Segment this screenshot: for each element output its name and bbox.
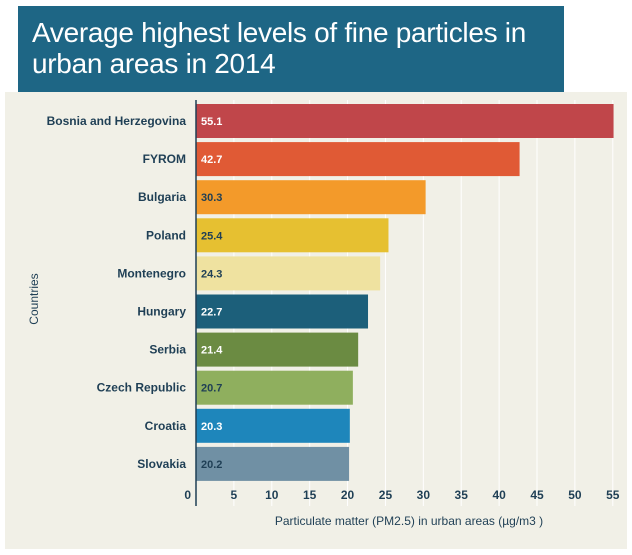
bar: [196, 142, 520, 177]
bar: [196, 180, 426, 215]
x-tick-label: 15: [303, 488, 317, 502]
bar-value-label: 20.3: [201, 421, 222, 433]
bar-value-label: 22.7: [201, 307, 222, 319]
x-tick-label: 55: [606, 488, 620, 502]
bar: [196, 256, 381, 291]
bar-value-label: 20.7: [201, 383, 222, 395]
x-tick-label: 35: [455, 488, 469, 502]
x-axis-title: Particulate matter (PM2.5) in urban area…: [275, 514, 543, 528]
labels: 0 5 10 15 20 25 30 35 40 45 50 55 55.1 Bosnia and Her…: [27, 114, 620, 528]
x-tick-label: 30: [417, 488, 431, 502]
bar: [196, 370, 353, 405]
x-tick-label: 10: [265, 488, 279, 502]
x-tick-label: 50: [568, 488, 582, 502]
bar-value-label: 30.3: [201, 192, 222, 204]
x-tick-label: 0: [184, 488, 191, 502]
bar: [196, 104, 614, 138]
bar: [196, 408, 350, 443]
y-category-label: Czech Republic: [97, 381, 187, 395]
y-category-label: Bosnia and Herzegovina: [47, 114, 187, 128]
y-category-label: Croatia: [145, 419, 187, 433]
bars: [196, 104, 614, 481]
bar: [196, 294, 369, 329]
chart-title: Average highest levels of fine particles…: [32, 17, 526, 79]
bar: [196, 332, 359, 367]
bar-value-label: 55.1: [201, 116, 222, 128]
y-axis-title: Countries: [27, 273, 41, 324]
bar-value-label: 42.7: [201, 154, 222, 166]
x-tick-label: 45: [530, 488, 544, 502]
bar-value-label: 21.4: [201, 345, 223, 357]
x-tick-label: 25: [379, 488, 393, 502]
y-category-label: FYROM: [143, 152, 186, 166]
bar: [196, 218, 389, 253]
y-category-label: Serbia: [149, 343, 186, 357]
y-category-label: Slovakia: [137, 457, 186, 471]
bar-value-label: 24.3: [201, 268, 222, 280]
bar-value-label: 20.2: [201, 459, 222, 471]
chart-title-bar: Average highest levels of fine particles…: [18, 6, 564, 94]
x-tick-label: 20: [341, 488, 355, 502]
bar-value-label: 25.4: [201, 230, 223, 242]
plot-panel: 0 5 10 15 20 25 30 35 40 45 50 55 55.1 Bosnia and Her…: [5, 92, 627, 549]
bar-chart: 0 5 10 15 20 25 30 35 40 45 50 55 55.1 Bosnia and Her…: [27, 100, 620, 528]
y-category-label: Poland: [146, 228, 186, 242]
y-category-label: Hungary: [137, 305, 186, 319]
bar: [196, 446, 350, 481]
x-tick-label: 40: [492, 488, 506, 502]
y-category-label: Bulgaria: [138, 190, 186, 204]
y-category-label: Montenegro: [117, 266, 186, 280]
x-tick-label: 5: [231, 488, 238, 502]
